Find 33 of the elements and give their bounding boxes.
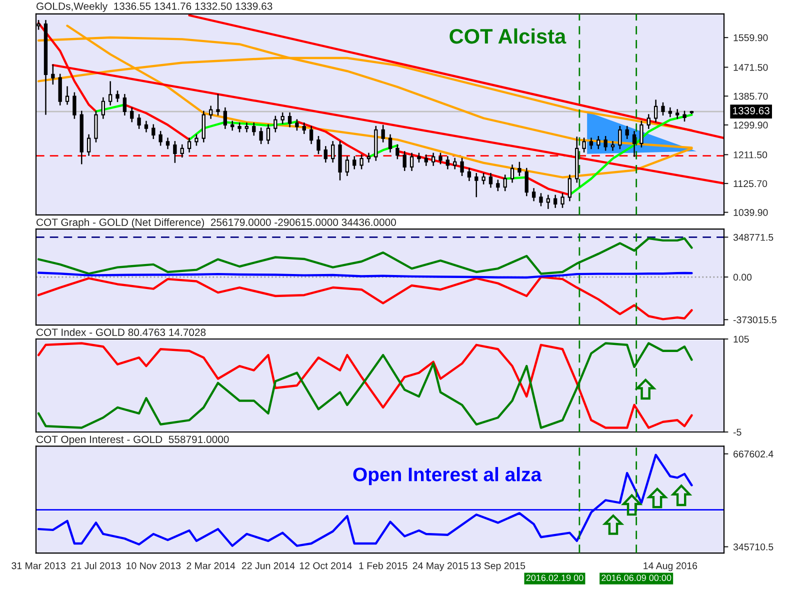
y-tick-label: 105 [734,336,749,343]
annotation: Open Interest al alza [353,467,542,486]
y-tick-label: 345710.5 [733,543,774,550]
ref-line-label: 1339.63 [733,107,770,114]
x-tick-label: 12 Oct 2014 [300,562,352,570]
y-tick-label: 1211.50 [734,151,768,158]
y-tick-label: 348771.5 [733,234,774,241]
y-tick-label: 1125.70 [734,180,768,188]
chart-title: COT Graph - GOLD (Net Difference) 256179.0000 -290615.0000 34436.0000 [36,218,396,228]
y-tick-label: -373015.5 [733,316,776,324]
chart-title: COT Index - GOLD 80.4763 14.7028 [36,328,206,336]
ref-line-label: 2016.06.09 00:00 [602,574,672,582]
chart-title: COT Open Interest - GOLD 558791.0000 [36,436,229,446]
x-tick-label: 22 Jun 2014 [242,562,295,570]
y-tick-label: 1039.90 [734,209,768,216]
y-tick-label: -5 [733,428,742,436]
x-tick-label: 21 Jul 2013 [71,562,121,570]
y-tick-label: 0.00 [733,274,752,281]
x-tick-label: 13 Sep 2015 [471,562,526,572]
x-tick-label: 24 May 2015 [412,562,468,572]
y-tick-label: 1299.90 [734,122,768,129]
chart-title: GOLDs,Weekly 1336.55 1341.76 1332.50 1339.63 [36,2,272,12]
annotation: COT Alcista [450,28,566,44]
x-tick-label: 2 Mar 2014 [186,562,236,570]
x-tick-label: 14 Aug 2016 [644,562,698,572]
ref-line-label: 2016.02.19 00 [526,574,584,582]
y-tick-label: 1559.90 [734,34,768,42]
x-tick-label: 10 Nov 2013 [126,562,181,570]
y-tick-label: 1471.50 [734,64,768,71]
y-tick-label: 667602.4 [734,450,774,458]
x-tick-label: 1 Feb 2015 [359,562,408,570]
y-tick-label: 1385.70 [734,92,768,100]
x-tick-label: 31 Mar 2013 [12,562,66,570]
